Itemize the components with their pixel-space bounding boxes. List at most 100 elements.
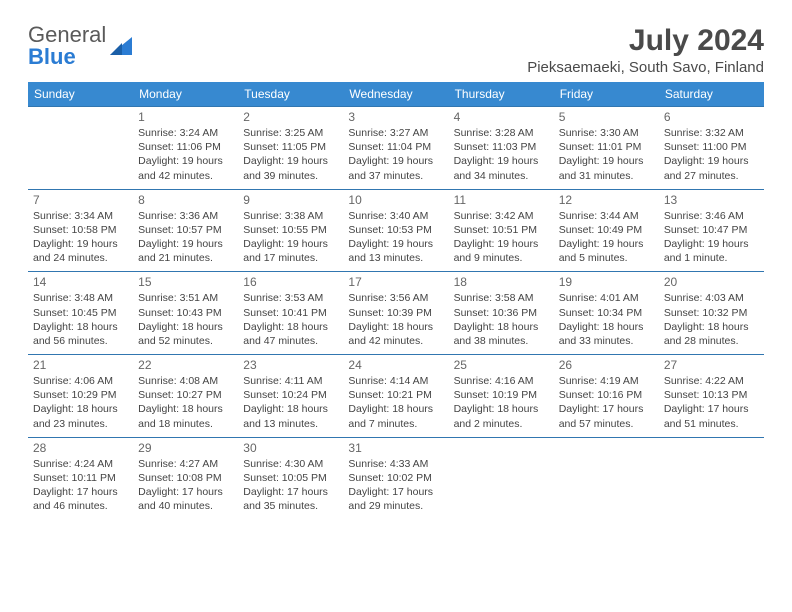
calendar-cell: 25Sunrise: 4:16 AMSunset: 10:19 PMDaylig… — [449, 355, 554, 438]
day-number: 2 — [243, 110, 338, 124]
day-detail: Sunset: 10:45 PM — [33, 306, 128, 320]
day-detail: and 51 minutes. — [664, 417, 759, 431]
day-detail: and 18 minutes. — [138, 417, 233, 431]
day-detail: Sunrise: 3:36 AM — [138, 209, 233, 223]
day-detail: Sunset: 10:47 PM — [664, 223, 759, 237]
day-detail: Sunset: 10:34 PM — [559, 306, 654, 320]
day-detail: Sunrise: 3:56 AM — [348, 291, 443, 305]
day-detail: Sunset: 11:05 PM — [243, 140, 338, 154]
day-detail: Daylight: 19 hours — [33, 237, 128, 251]
calendar-row: 28Sunrise: 4:24 AMSunset: 10:11 PMDaylig… — [28, 437, 764, 519]
day-detail: Sunrise: 4:16 AM — [454, 374, 549, 388]
day-number: 20 — [664, 275, 759, 289]
day-detail: Daylight: 17 hours — [33, 485, 128, 499]
day-detail: Sunset: 10:29 PM — [33, 388, 128, 402]
day-detail: and 37 minutes. — [348, 169, 443, 183]
day-detail: Sunrise: 4:19 AM — [559, 374, 654, 388]
day-detail: Daylight: 18 hours — [33, 320, 128, 334]
header: General Blue July 2024 Pieksaemaeki, Sou… — [28, 24, 764, 76]
day-number: 8 — [138, 193, 233, 207]
day-detail: and 17 minutes. — [243, 251, 338, 265]
calendar-cell — [449, 437, 554, 519]
weekday-header-row: Sunday Monday Tuesday Wednesday Thursday… — [28, 82, 764, 107]
day-detail: and 40 minutes. — [138, 499, 233, 513]
calendar-cell: 13Sunrise: 3:46 AMSunset: 10:47 PMDaylig… — [659, 189, 764, 272]
day-detail: Sunset: 10:41 PM — [243, 306, 338, 320]
day-detail: Daylight: 17 hours — [559, 402, 654, 416]
day-detail: Sunset: 10:32 PM — [664, 306, 759, 320]
day-detail: and 42 minutes. — [138, 169, 233, 183]
subtitle: Pieksaemaeki, South Savo, Finland — [527, 59, 764, 76]
day-detail: Sunset: 10:16 PM — [559, 388, 654, 402]
day-detail: Sunset: 10:51 PM — [454, 223, 549, 237]
day-detail: Daylight: 17 hours — [348, 485, 443, 499]
calendar-row: 21Sunrise: 4:06 AMSunset: 10:29 PMDaylig… — [28, 355, 764, 438]
day-detail: Daylight: 19 hours — [138, 237, 233, 251]
day-detail: Sunset: 10:39 PM — [348, 306, 443, 320]
day-detail: Sunset: 10:24 PM — [243, 388, 338, 402]
day-detail: Sunset: 11:06 PM — [138, 140, 233, 154]
day-detail: Daylight: 18 hours — [243, 320, 338, 334]
calendar-cell: 8 Sunrise: 3:36 AMSunset: 10:57 PMDayligh… — [133, 189, 238, 272]
calendar-cell: 18Sunrise: 3:58 AMSunset: 10:36 PMDaylig… — [449, 272, 554, 355]
day-detail: and 52 minutes. — [138, 334, 233, 348]
day-detail: Daylight: 17 hours — [138, 485, 233, 499]
day-detail: and 23 minutes. — [33, 417, 128, 431]
day-detail: Sunrise: 4:22 AM — [664, 374, 759, 388]
calendar-cell: 31Sunrise: 4:33 AMSunset: 10:02 PMDaylig… — [343, 437, 448, 519]
day-detail: Daylight: 19 hours — [138, 154, 233, 168]
calendar-cell: 1Sunrise: 3:24 AMSunset: 11:06 PMDayligh… — [133, 107, 238, 190]
day-detail: and 29 minutes. — [348, 499, 443, 513]
calendar-cell: 28Sunrise: 4:24 AMSunset: 10:11 PMDaylig… — [28, 437, 133, 519]
day-detail: and 28 minutes. — [664, 334, 759, 348]
day-detail: Daylight: 18 hours — [33, 402, 128, 416]
day-number: 27 — [664, 358, 759, 372]
day-number: 17 — [348, 275, 443, 289]
calendar-cell: 23Sunrise: 4:11 AMSunset: 10:24 PMDaylig… — [238, 355, 343, 438]
day-detail: Daylight: 19 hours — [454, 237, 549, 251]
day-detail: and 56 minutes. — [33, 334, 128, 348]
day-detail: Daylight: 18 hours — [138, 402, 233, 416]
day-number: 30 — [243, 441, 338, 455]
day-detail: Sunrise: 3:32 AM — [664, 126, 759, 140]
title-block: July 2024 Pieksaemaeki, South Savo, Finl… — [527, 24, 764, 76]
day-number: 24 — [348, 358, 443, 372]
day-detail: and 57 minutes. — [559, 417, 654, 431]
day-detail: Daylight: 18 hours — [348, 402, 443, 416]
weekday-header: Saturday — [659, 82, 764, 107]
day-number: 29 — [138, 441, 233, 455]
day-detail: Daylight: 18 hours — [243, 402, 338, 416]
day-number: 9 — [243, 193, 338, 207]
calendar-cell — [28, 107, 133, 190]
calendar-cell: 29Sunrise: 4:27 AMSunset: 10:08 PMDaylig… — [133, 437, 238, 519]
calendar-cell: 5Sunrise: 3:30 AMSunset: 11:01 PMDayligh… — [554, 107, 659, 190]
calendar-cell: 20Sunrise: 4:03 AMSunset: 10:32 PMDaylig… — [659, 272, 764, 355]
day-detail: Sunset: 11:03 PM — [454, 140, 549, 154]
day-detail: Sunrise: 3:53 AM — [243, 291, 338, 305]
day-detail: Sunrise: 3:51 AM — [138, 291, 233, 305]
day-number: 21 — [33, 358, 128, 372]
day-detail: Daylight: 19 hours — [559, 154, 654, 168]
day-detail: and 13 minutes. — [348, 251, 443, 265]
day-detail: and 46 minutes. — [33, 499, 128, 513]
day-detail: Daylight: 18 hours — [348, 320, 443, 334]
day-detail: Daylight: 19 hours — [243, 154, 338, 168]
calendar-cell: 21Sunrise: 4:06 AMSunset: 10:29 PMDaylig… — [28, 355, 133, 438]
weekday-header: Friday — [554, 82, 659, 107]
day-number: 18 — [454, 275, 549, 289]
calendar-cell: 9Sunrise: 3:38 AMSunset: 10:55 PMDayligh… — [238, 189, 343, 272]
day-detail: Sunset: 10:57 PM — [138, 223, 233, 237]
day-detail: and 35 minutes. — [243, 499, 338, 513]
weekday-header: Monday — [133, 82, 238, 107]
calendar-table: Sunday Monday Tuesday Wednesday Thursday… — [28, 82, 764, 519]
day-number: 31 — [348, 441, 443, 455]
day-detail: Sunset: 10:36 PM — [454, 306, 549, 320]
day-detail: and 24 minutes. — [33, 251, 128, 265]
day-detail: Sunrise: 4:33 AM — [348, 457, 443, 471]
calendar-cell: 6Sunrise: 3:32 AMSunset: 11:00 PMDayligh… — [659, 107, 764, 190]
day-number: 6 — [664, 110, 759, 124]
day-detail: Sunrise: 3:40 AM — [348, 209, 443, 223]
day-number: 28 — [33, 441, 128, 455]
day-detail: Sunset: 10:05 PM — [243, 471, 338, 485]
day-detail: and 1 minute. — [664, 251, 759, 265]
